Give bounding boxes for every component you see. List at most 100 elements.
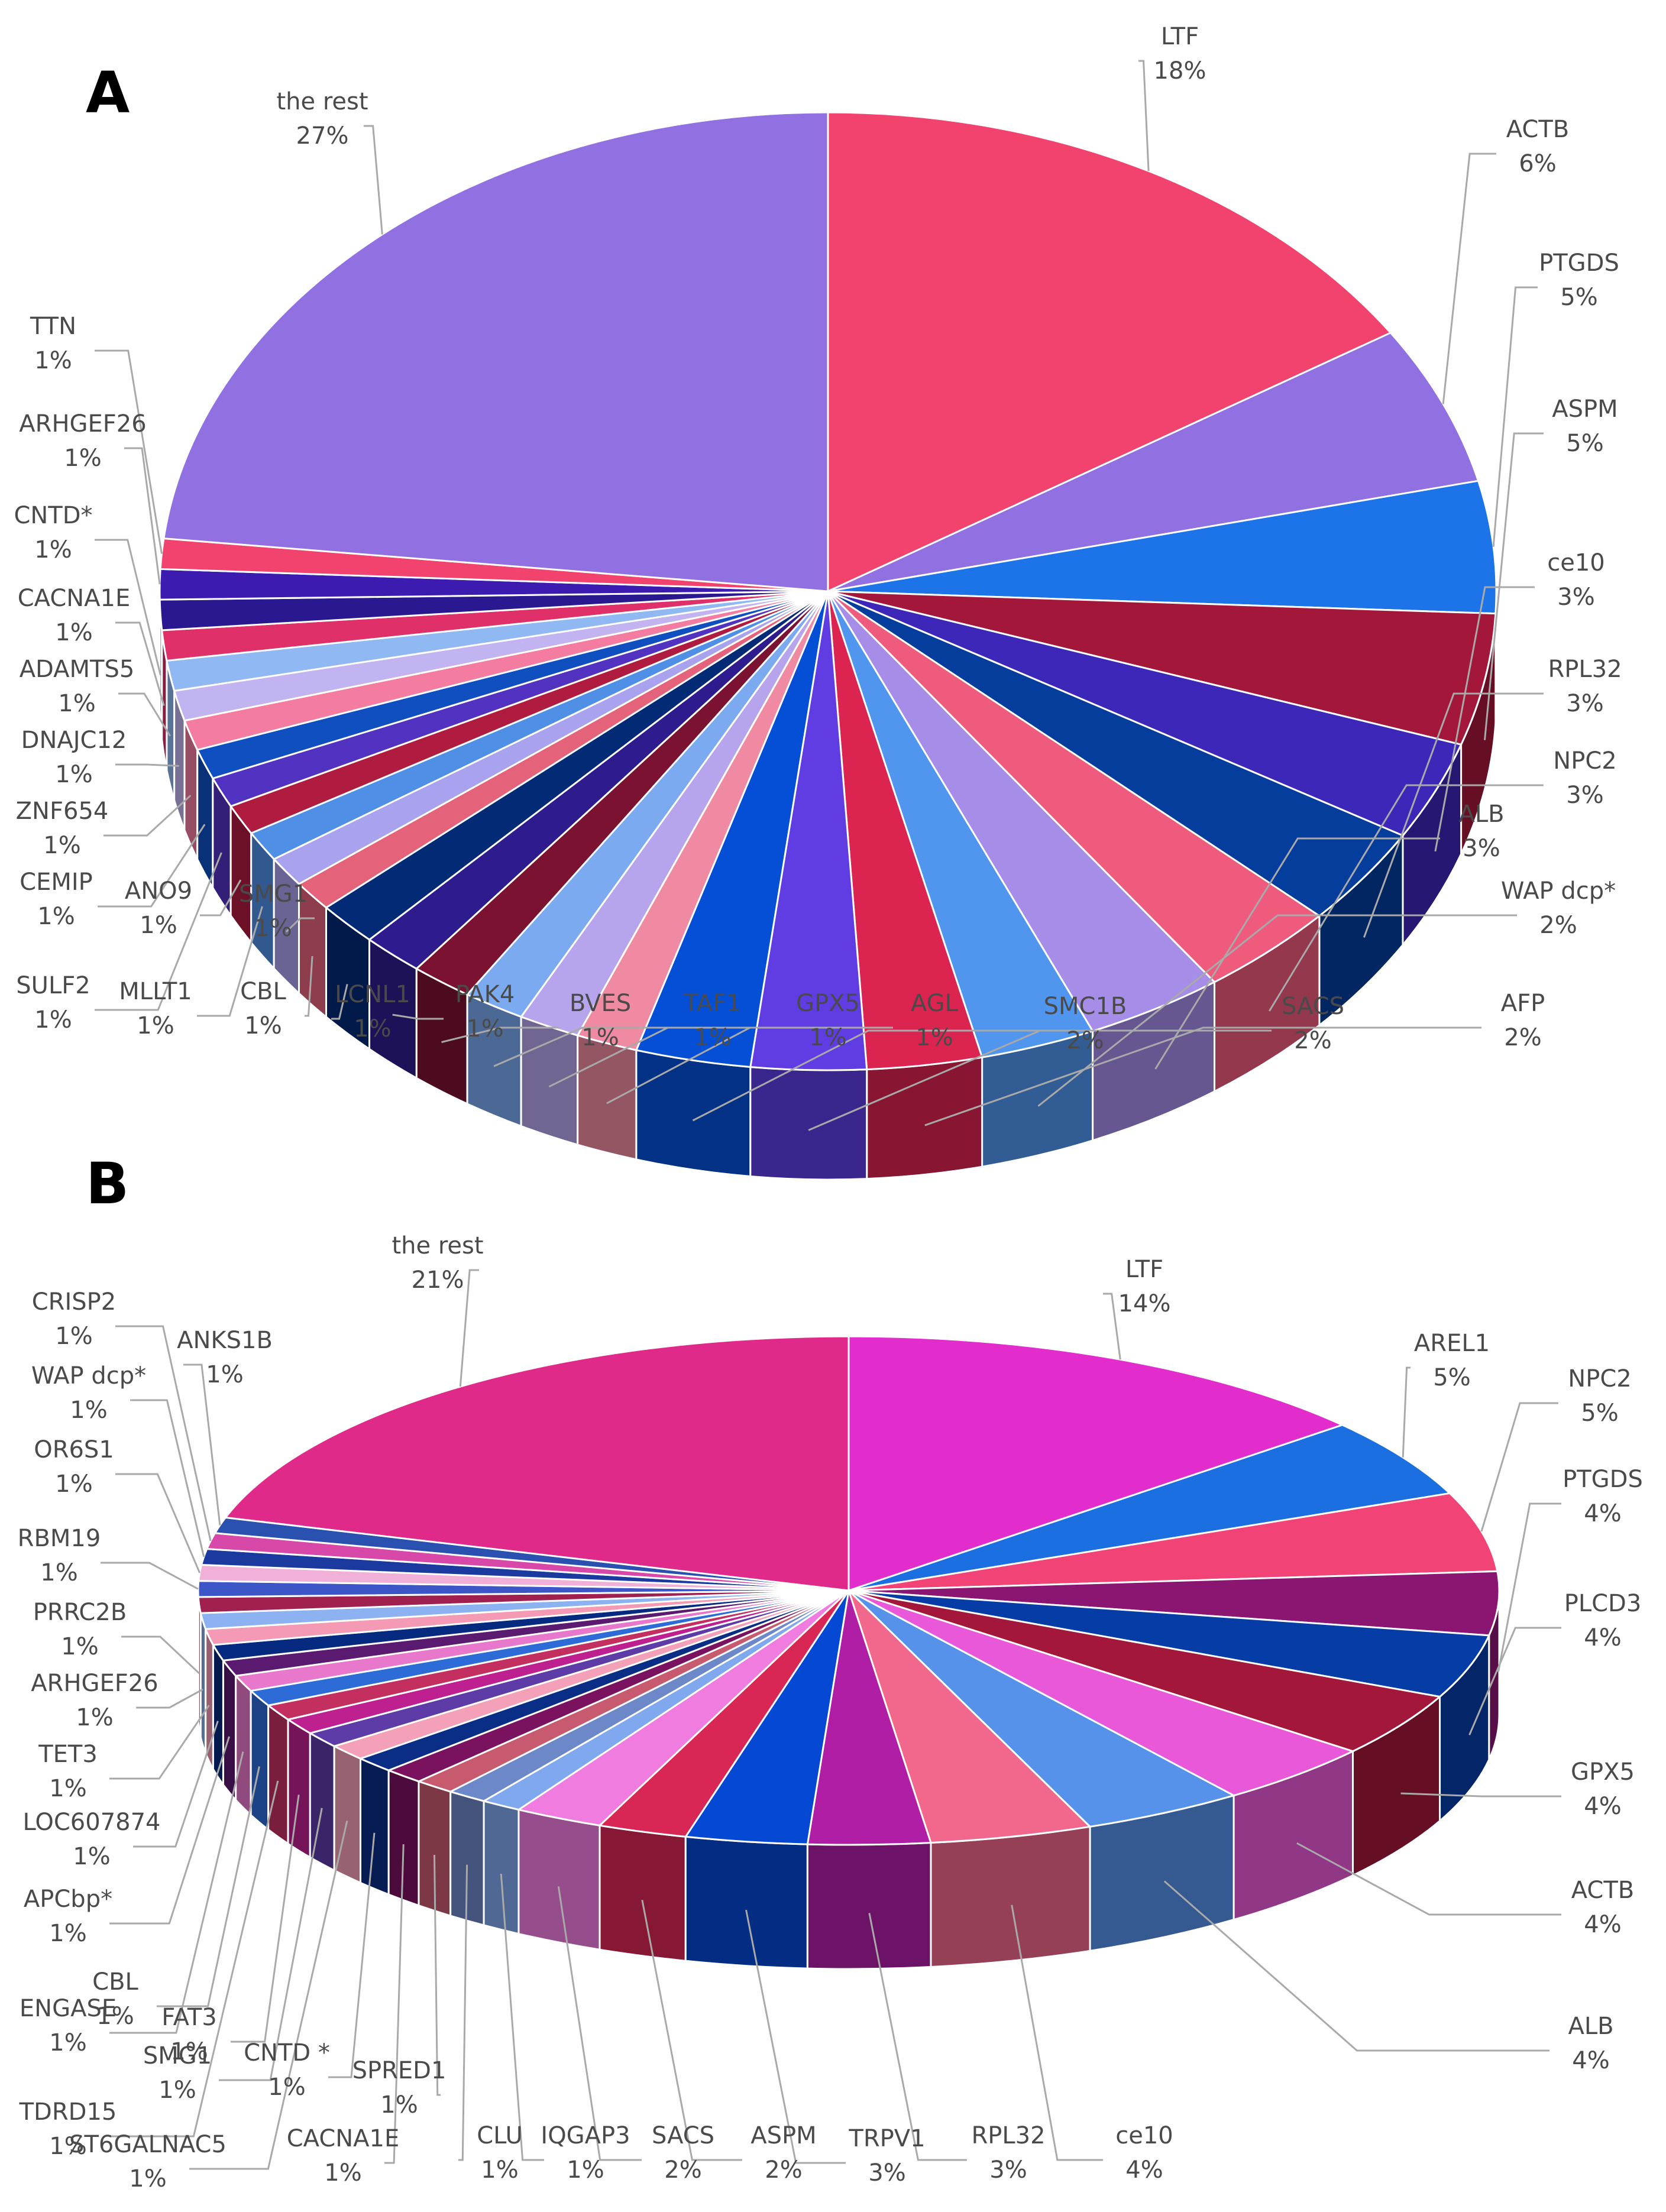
pie-side-afp [866,1056,984,1180]
slice-percent: 1% [324,2159,361,2187]
slice-percent: 1% [49,1775,86,1802]
slice-name: FAT3 [161,2004,216,2031]
slice-name: BVES [570,990,631,1017]
slice-name: CBL [92,1968,138,1996]
pie-label-actb: ACTB 6% [1506,116,1569,177]
pie-side-trpv1 [684,1835,808,1970]
pie-label-ptgds: PTGDS 4% [1563,1466,1643,1527]
pie-label-spred1: SPRED1 1% [352,2057,447,2119]
slice-percent: 3% [1566,690,1603,717]
pie-side-tdrd15 [267,1703,289,1845]
leader-line-actb [1296,1842,1561,1916]
pie-label-trpv1: TRPV1 3% [848,2125,925,2187]
slice-percent: 1% [206,1361,243,1388]
leader-line-mllt1 [197,906,263,1017]
leader-line-trpv1 [745,1909,846,2164]
slice-name: CACNA1E [287,2125,400,2152]
pie-label-aspm: ASPM 2% [750,2122,816,2184]
slice-name: PTGDS [1563,1466,1643,1493]
pie-side-apcbp [222,1657,237,1803]
slice-percent: 1% [40,1559,77,1586]
pie-slice-the-rest [163,111,829,592]
slice-percent: 1% [137,1012,174,1039]
leader-line-cbl [305,956,313,1017]
leader-line-smc1b [692,1029,1044,1122]
pie-label-sacs: SACS 2% [652,2122,714,2184]
slice-name: ANO9 [125,877,192,905]
slice-percent: 3% [1566,782,1603,809]
slice-name: RPL32 [1548,656,1622,683]
slice-name: TAF1 [683,990,741,1017]
pie-label-alb: ALB 4% [1568,2013,1613,2074]
slice-percent: 1% [61,1633,98,1660]
slice-percent: 1% [55,1471,92,1498]
pie-label-wap-dcp: WAP dcp* 1% [31,1362,146,1424]
slice-percent: 1% [70,1397,107,1424]
slice-name: APCbp* [24,1886,112,1913]
slice-percent: 3% [1557,584,1594,611]
pie-b-leaders [101,1269,1561,2170]
slice-name: ALB [1568,2013,1613,2040]
pie-label-alb: ALB 3% [1458,801,1504,862]
pie-label-pak4: PAK4 1% [455,981,515,1042]
slice-percent: 1% [73,1843,110,1870]
slice-name: MLLT1 [119,978,192,1005]
leader-line-wap-dcp [130,1399,205,1557]
pie-label-tet3: TET3 1% [38,1741,98,1802]
pie-label-or6s1: OR6S1 1% [34,1436,114,1498]
pie-side-ce10 [930,1825,1091,1968]
pie-label-lcnl1: LCNL1 1% [335,981,410,1042]
pie-side-engase [235,1673,252,1817]
pie-label-apcbp: APCbp* 1% [24,1886,112,1947]
leader-line-wap-dcp [1037,914,1517,1107]
slice-name: TDRD15 [19,2098,117,2126]
slice-percent: 1% [170,2038,208,2065]
pie-slice-actb [848,1589,1356,1797]
pie-label-cbl: CBL 1% [240,978,286,1039]
pie-label-the-rest: the rest 27% [276,88,368,150]
pie-label-rbm19: RBM19 1% [18,1525,101,1586]
slice-percent: 1% [380,2091,418,2119]
pie-label-cacna1e: CACNA1E 1% [18,585,131,646]
leader-line-gpx5 [1400,1792,1561,1798]
pie-label-smg1: SMG1 1% [239,880,308,942]
pie-side-sacs [749,1065,868,1181]
leader-line-anks1b [183,1364,221,1526]
slice-percent: 27% [296,122,349,150]
slice-name: CNTD* [14,502,92,529]
slice-name: ce10 [1115,2122,1173,2149]
slice-name: the rest [276,88,368,115]
slice-name: LOC607874 [23,1809,161,1836]
slice-percent: 4% [1584,1500,1621,1527]
slice-name: ARHGEF26 [19,410,146,438]
leader-line-znf654 [103,795,192,837]
pie-label-ttn: TTN 1% [30,313,76,374]
leader-line-rbm19 [101,1562,199,1590]
leader-line-cbl [157,1766,260,2007]
pie-side-fat3 [287,1718,311,1859]
slice-percent: 1% [158,2077,196,2104]
leader-line-loc607874 [133,1721,219,1848]
leader-line-the-rest [364,125,383,235]
pie-label-ltf: LTF 14% [1118,1256,1171,1317]
leader-line-spred1 [433,1855,441,2096]
leader-line-actb [1442,153,1496,404]
pie-label-clu: CLU 1% [477,2122,523,2184]
pie-label-gpx5: GPX5 4% [1571,1758,1635,1820]
leader-line-bves [441,1026,559,1044]
slice-percent: 4% [1572,2047,1609,2074]
slice-percent: 1% [49,2029,86,2056]
slice-name: ACTB [1571,1877,1634,1904]
pie-label-wap-dcp: WAP dcp* 2% [1501,877,1616,939]
leader-line-cntd [95,539,161,676]
leader-line-rpl32 [868,1912,967,2161]
pie-side-iqgap3 [483,1800,520,1935]
slice-name: NPC2 [1553,747,1616,775]
slice-name: LTF [1125,1256,1163,1283]
pie-side-rpl32 [806,1841,932,1970]
slice-name: CRISP2 [32,1288,116,1316]
slice-percent: 1% [58,690,95,717]
slice-name: TRPV1 [848,2125,925,2152]
slice-percent: 4% [1584,1793,1621,1820]
slice-name: SPRED1 [352,2057,447,2084]
